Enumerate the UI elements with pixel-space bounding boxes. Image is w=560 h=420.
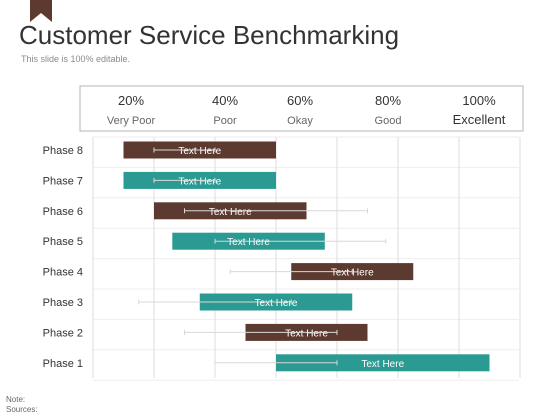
scale-value-label: 40% bbox=[212, 93, 238, 108]
category-label: Phase 3 bbox=[43, 297, 83, 309]
category-label: Phase 5 bbox=[43, 236, 83, 248]
bar-label: Text Here bbox=[178, 146, 221, 157]
bar-label: Text Here bbox=[209, 207, 252, 218]
category-labels: Phase 8 Phase 7 Phase 6 Phase 5 Phase 4 Phase… bbox=[43, 145, 83, 370]
category-label: Phase 8 bbox=[43, 145, 83, 157]
scale-rating-label: Very Poor bbox=[107, 115, 156, 127]
bar-label: Text Here bbox=[178, 176, 221, 187]
whisker bbox=[138, 299, 292, 305]
scale-rating-label: Okay bbox=[287, 115, 313, 127]
bar-label: Text Here bbox=[361, 359, 404, 370]
grid-layer bbox=[92, 136, 521, 381]
scale-value-label: 100% bbox=[462, 93, 496, 108]
scale-header: 20% Very Poor 40% Poor 60% Okay 80% Good 100% Exc… bbox=[79, 85, 524, 132]
scale-value-label: 20% bbox=[118, 93, 144, 108]
category-label: Phase 2 bbox=[43, 327, 83, 339]
scale-value-label: 60% bbox=[287, 93, 313, 108]
scale-rating-label: Excellent bbox=[453, 112, 506, 127]
bar-layer: Text Here Text Here Text Here Text Here Text… bbox=[123, 141, 490, 372]
whisker bbox=[153, 147, 216, 153]
sources-label: Sources: bbox=[6, 405, 38, 414]
scale-rating-label: Good bbox=[375, 115, 402, 127]
category-label: Phase 7 bbox=[43, 175, 83, 187]
note-label: Note: bbox=[6, 395, 26, 404]
bar-label: Text Here bbox=[227, 237, 270, 248]
scale-header-frame bbox=[79, 85, 524, 132]
category-label: Phase 4 bbox=[43, 267, 83, 279]
whisker bbox=[184, 329, 338, 335]
category-label: Phase 6 bbox=[43, 206, 83, 218]
whisker bbox=[229, 269, 353, 275]
page-title: Customer Service Benchmarking bbox=[19, 20, 400, 50]
bar-label: Text Here bbox=[255, 298, 298, 309]
bar-label: Text Here bbox=[285, 328, 328, 339]
corner-flag-decoration bbox=[30, 0, 52, 22]
whisker bbox=[214, 360, 338, 366]
scale-value-label: 80% bbox=[375, 93, 401, 108]
category-label: Phase 1 bbox=[43, 358, 83, 370]
page-subtitle: This slide is 100% editable. bbox=[21, 54, 131, 64]
footnote: Note: Sources: bbox=[6, 395, 38, 415]
whisker bbox=[214, 238, 387, 244]
whisker bbox=[184, 208, 368, 214]
bar bbox=[276, 354, 490, 372]
whisker bbox=[153, 177, 216, 183]
whisker-layer bbox=[138, 147, 387, 366]
scale-rating-label: Poor bbox=[213, 115, 237, 127]
flag-shape bbox=[30, 0, 52, 22]
